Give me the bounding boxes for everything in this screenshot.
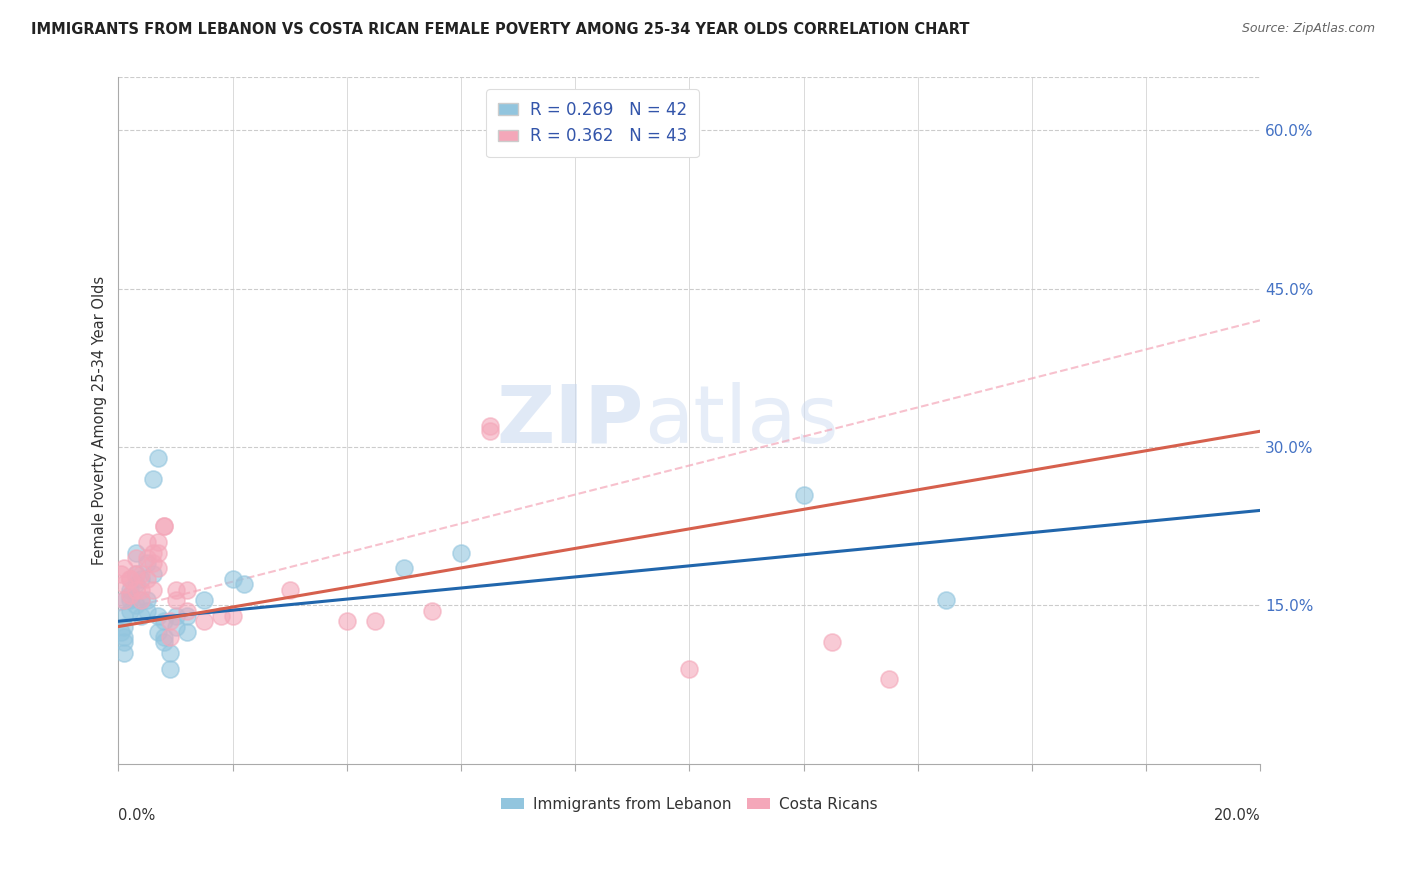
Point (793, 487, 815, 501)
Point (165, 582, 187, 597)
Point (124, 577, 146, 591)
Point (148, 546, 170, 560)
Point (364, 614, 387, 628)
Point (278, 582, 301, 597)
Point (136, 593, 159, 607)
Point (118, 593, 141, 607)
Point (159, 646, 181, 660)
Text: 0.0%: 0.0% (118, 808, 156, 823)
Point (142, 546, 165, 560)
Point (148, 535, 170, 549)
Point (112, 630, 135, 644)
Point (136, 535, 159, 549)
Point (165, 619, 187, 633)
Point (159, 614, 181, 628)
Point (478, 418, 501, 433)
Text: atlas: atlas (644, 382, 838, 459)
Point (233, 577, 256, 591)
Point (112, 619, 135, 633)
Point (159, 662, 181, 676)
Point (176, 609, 198, 624)
Point (112, 593, 135, 607)
Point (112, 561, 135, 575)
Point (124, 566, 146, 581)
Point (112, 593, 135, 607)
Point (153, 614, 176, 628)
Point (118, 582, 141, 597)
Point (221, 572, 243, 586)
Point (118, 572, 141, 586)
Point (112, 609, 135, 624)
Point (124, 546, 146, 560)
Y-axis label: Female Poverty Among 25-34 Year Olds: Female Poverty Among 25-34 Year Olds (93, 277, 107, 566)
Point (124, 566, 146, 581)
Point (129, 609, 152, 624)
Point (124, 582, 146, 597)
Point (124, 550, 146, 565)
Text: ZIP: ZIP (496, 382, 644, 459)
Point (118, 604, 141, 618)
Point (221, 609, 243, 624)
Point (193, 614, 215, 628)
Point (153, 519, 176, 533)
Point (110, 566, 132, 581)
Point (112, 635, 135, 649)
Point (142, 556, 165, 570)
Point (129, 566, 152, 581)
Point (118, 572, 141, 586)
Point (148, 450, 170, 465)
Text: Source: ZipAtlas.com: Source: ZipAtlas.com (1241, 22, 1375, 36)
Point (821, 635, 844, 649)
Point (136, 604, 159, 618)
Point (159, 630, 181, 644)
Point (148, 624, 170, 639)
Point (153, 519, 176, 533)
Point (136, 550, 159, 565)
Point (176, 582, 198, 597)
Point (112, 646, 135, 660)
Point (165, 609, 187, 624)
Point (110, 624, 132, 639)
Point (142, 582, 165, 597)
Point (112, 577, 135, 591)
Point (124, 599, 146, 613)
Point (336, 614, 359, 628)
Point (118, 588, 141, 602)
Point (478, 424, 501, 438)
Point (129, 593, 152, 607)
Point (165, 593, 187, 607)
Point (129, 572, 152, 586)
Point (118, 588, 141, 602)
Point (392, 561, 415, 575)
Point (153, 630, 176, 644)
Point (176, 624, 198, 639)
Point (877, 673, 900, 687)
Point (148, 609, 170, 624)
Point (506, 123, 529, 137)
Point (176, 604, 198, 618)
Point (450, 546, 472, 560)
Legend: R = 0.269   N = 42, R = 0.362   N = 43: R = 0.269 N = 42, R = 0.362 N = 43 (486, 89, 699, 157)
Point (935, 593, 957, 607)
Point (193, 593, 215, 607)
Point (148, 561, 170, 575)
Point (153, 635, 176, 649)
Point (209, 609, 232, 624)
Point (129, 582, 152, 597)
Point (142, 566, 165, 581)
Point (136, 572, 159, 586)
Point (422, 604, 444, 618)
Point (678, 662, 700, 676)
Point (136, 556, 159, 570)
Point (142, 472, 165, 486)
Text: IMMIGRANTS FROM LEBANON VS COSTA RICAN FEMALE POVERTY AMONG 25-34 YEAR OLDS CORR: IMMIGRANTS FROM LEBANON VS COSTA RICAN F… (31, 22, 969, 37)
Point (129, 593, 152, 607)
Text: 20.0%: 20.0% (1213, 808, 1260, 823)
